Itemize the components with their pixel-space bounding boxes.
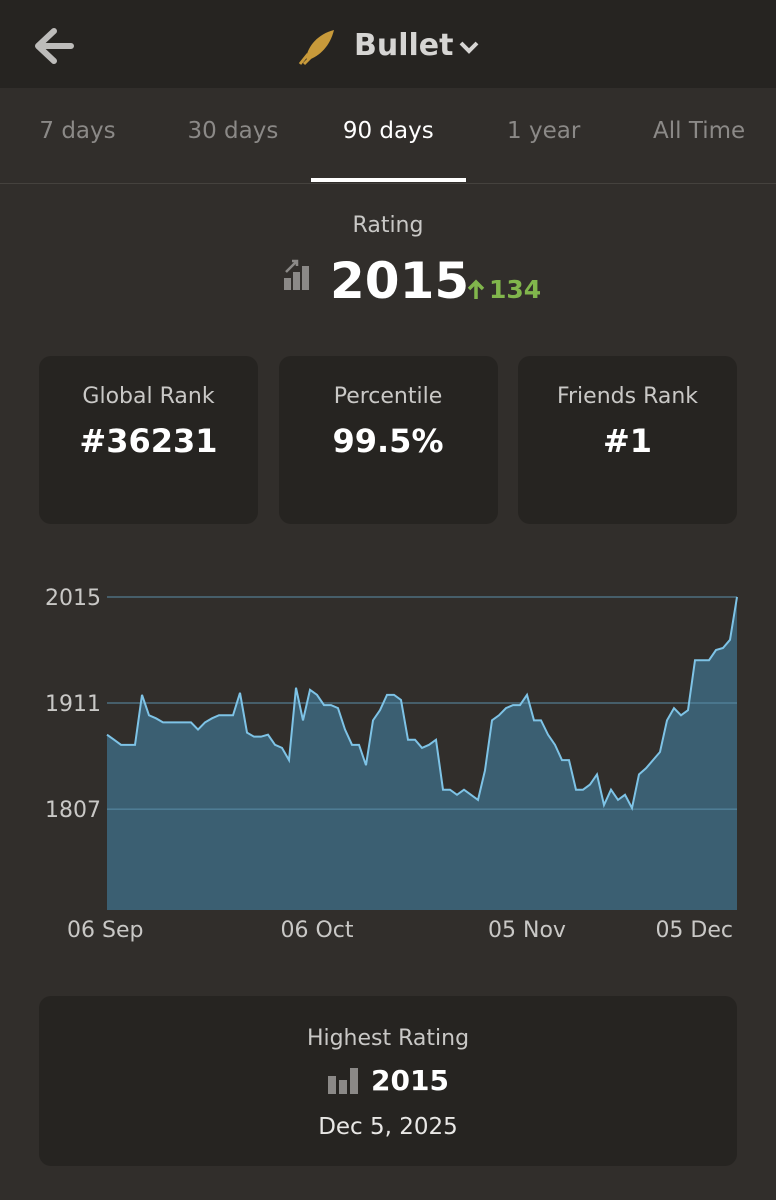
tab[interactable]: 7 days xyxy=(39,118,116,144)
stat-value: #1 xyxy=(602,422,653,460)
x-tick-label: 05 Nov xyxy=(488,918,566,943)
stat-card: Global Rank #36231 xyxy=(39,356,258,524)
tab[interactable]: 1 year xyxy=(507,118,581,144)
tab[interactable]: 90 days xyxy=(342,118,434,144)
back-button[interactable] xyxy=(34,28,74,64)
x-tick-label: 06 Oct xyxy=(280,918,353,943)
tab[interactable]: All Time xyxy=(653,118,746,144)
rating-chart: 2015 1911 1807 06 Sep 06 Oct 05 Nov 05 Dec xyxy=(45,586,738,943)
stat-value: #36231 xyxy=(79,422,218,460)
y-tick-label: 1911 xyxy=(45,692,101,717)
rating-up-arrow xyxy=(467,279,485,299)
y-tick-label: 1807 xyxy=(45,798,101,823)
bullet-icon xyxy=(298,30,334,66)
tab[interactable]: 30 days xyxy=(187,118,279,144)
stat-card: Friends Rank #1 xyxy=(518,356,737,524)
header: Bullet xyxy=(0,0,776,88)
stat-value: 99.5% xyxy=(332,422,444,460)
highest-icon xyxy=(328,1068,358,1094)
dropdown-chevron[interactable] xyxy=(458,40,480,56)
highest-date: Dec 5, 2025 xyxy=(318,1114,458,1140)
y-tick-label: 2015 xyxy=(45,586,101,611)
rating-label: Rating xyxy=(352,213,424,238)
highest-value: 2015 xyxy=(371,1064,449,1097)
stat-label: Global Rank xyxy=(82,384,215,409)
x-tick-label: 05 Dec xyxy=(655,918,733,943)
tab-underline xyxy=(310,178,466,182)
area-fill xyxy=(107,597,737,910)
stat-label: Percentile xyxy=(333,384,443,409)
tab-bar: 7 days 30 days 90 days 1 year All Time xyxy=(0,88,776,184)
stat-card: Percentile 99.5% xyxy=(278,356,498,524)
x-tick-label: 06 Sep xyxy=(67,918,143,943)
stat-label: Friends Rank xyxy=(556,384,699,409)
highest-label: Highest Rating xyxy=(306,1026,470,1051)
area-line xyxy=(106,596,738,811)
rating-icon xyxy=(284,259,309,290)
rating-value: 2015 xyxy=(330,252,470,310)
rating-change: 134 xyxy=(489,275,542,304)
highest-rating-card: Highest Rating 2015 Dec 5, 2025 xyxy=(39,996,737,1166)
mode-title[interactable]: Bullet xyxy=(354,28,454,63)
